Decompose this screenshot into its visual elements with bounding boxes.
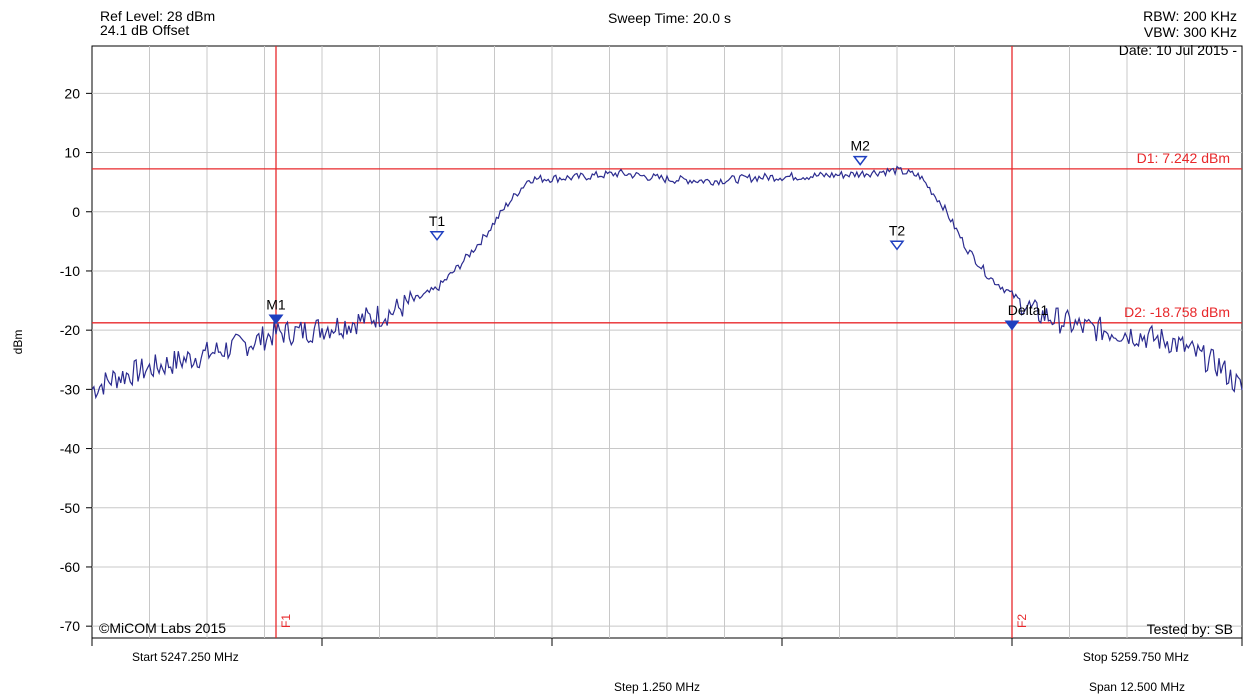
marker-label-delta1: Delta1 <box>1008 302 1049 318</box>
y-tick-label: -10 <box>60 263 80 279</box>
span-label: Span 12.500 MHz <box>1088 680 1185 694</box>
y-tick-label: 20 <box>64 85 80 101</box>
y-tick-label: -20 <box>60 322 80 338</box>
marker-label-m2: M2 <box>850 138 870 154</box>
limit-label-d1: D1: 7.242 dBm <box>1137 150 1230 166</box>
marker-delta1 <box>1004 320 1020 331</box>
y-tick-label: -40 <box>60 441 80 457</box>
marker-m1 <box>268 314 284 325</box>
y-tick-label: -50 <box>60 500 80 516</box>
vbw-label: VBW: 300 KHz <box>1143 24 1237 40</box>
offset-label: 24.1 dB Offset <box>100 22 190 38</box>
marker-label-m1: M1 <box>266 296 286 312</box>
marker-m2 <box>852 155 868 166</box>
marker-label-t2: T2 <box>889 222 906 238</box>
spectrum-trace <box>91 165 1243 400</box>
copyright-label: ©MiCOM Labs 2015 <box>99 620 227 636</box>
stop-frequency-label: Stop 5259.750 MHz <box>1082 650 1189 664</box>
sweep-time-label: Sweep Time: 20.0 s <box>608 10 731 26</box>
y-tick-label: 0 <box>72 204 80 220</box>
ref-level-label: Ref Level: 28 dBm <box>100 8 216 24</box>
freq-label-f2: F2 <box>1015 614 1029 628</box>
y-tick-label: -30 <box>60 381 80 397</box>
marker-t2 <box>889 240 905 251</box>
limit-label-d2: D2: -18.758 dBm <box>1124 304 1230 320</box>
tested-by-label: Tested by: SB <box>1146 621 1233 637</box>
rbw-label: RBW: 200 KHz <box>1143 8 1237 24</box>
step-label: Step 1.250 MHz <box>614 680 701 694</box>
y-tick-label: 10 <box>64 145 80 161</box>
y-tick-label: -70 <box>60 618 80 634</box>
marker-label-t1: T1 <box>429 213 446 229</box>
freq-label-f1: F1 <box>279 614 293 628</box>
marker-t1 <box>429 231 445 242</box>
y-axis-label: dBm <box>11 330 25 355</box>
start-frequency-label: Start 5247.250 MHz <box>132 650 239 664</box>
date-label: Date: 10 Jul 2015 - <box>1118 42 1237 58</box>
y-tick-label: -60 <box>60 559 80 575</box>
